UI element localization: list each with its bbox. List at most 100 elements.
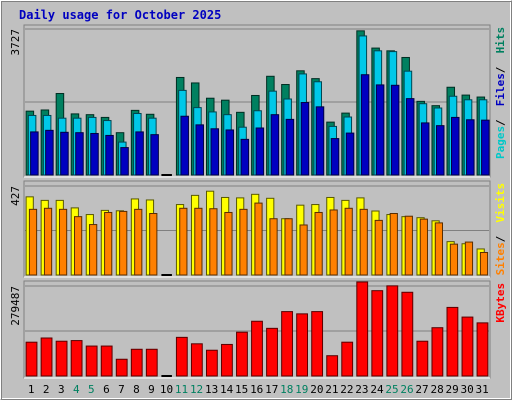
panel-visits-sites: 427 Sites / Visits xyxy=(9,180,507,278)
bar-pages-day-28 xyxy=(435,125,445,176)
bar-sites-day-16 xyxy=(254,202,263,276)
bar-kbytes-day-9 xyxy=(145,348,158,377)
bar-pages-day-5 xyxy=(90,132,99,176)
bar-kbytes-day-4 xyxy=(70,340,83,377)
bar-kbytes-day-15 xyxy=(236,331,248,377)
bar-pages-day-21 xyxy=(330,138,340,176)
y-axis-max-label: 427 xyxy=(9,186,22,206)
bar-sites-day-11 xyxy=(179,207,188,276)
bar-kbytes-day-12 xyxy=(190,343,203,377)
x-tick-label-day-5: 5 xyxy=(88,383,95,396)
bar-pages-day-6 xyxy=(105,134,114,176)
bar-visits-day-10 xyxy=(161,274,172,276)
legend-visits: Visits xyxy=(494,183,507,223)
bar-pages-day-23 xyxy=(360,74,370,176)
bar-pages-day-24 xyxy=(375,84,385,176)
bar-sites-day-12 xyxy=(194,207,203,276)
x-tick-label-day-30: 30 xyxy=(461,383,474,396)
bar-pages-day-4 xyxy=(75,132,84,176)
x-tick-label-day-1: 1 xyxy=(28,383,35,396)
bar-kbytes-day-31 xyxy=(476,322,489,377)
bar-pages-day-19 xyxy=(300,102,310,176)
bar-kbytes-day-13 xyxy=(205,349,218,377)
bar-hits-day-10 xyxy=(161,174,172,176)
bar-kbytes-day-11 xyxy=(175,336,188,377)
bar-pages-day-29 xyxy=(451,116,460,176)
bar-pages-day-13 xyxy=(210,128,220,176)
legend-separator: / xyxy=(494,235,507,242)
legend-pages: Pages xyxy=(494,126,507,159)
bar-pages-day-11 xyxy=(180,115,189,176)
bar-kbytes-day-22 xyxy=(341,341,354,377)
x-tick-label-day-10: 10 xyxy=(160,383,173,396)
bar-kbytes-day-3 xyxy=(55,340,68,377)
bar-sites-day-13 xyxy=(209,208,218,276)
x-tick-label-day-25: 25 xyxy=(385,383,398,396)
legend-hits: Hits xyxy=(494,27,507,54)
x-tick-label-day-29: 29 xyxy=(445,383,458,396)
bar-pages-day-9 xyxy=(150,134,159,176)
bar-sites-day-31 xyxy=(479,251,489,276)
x-tick-label-day-24: 24 xyxy=(370,383,384,396)
bar-sites-day-24 xyxy=(374,219,383,276)
bar-pages-day-12 xyxy=(195,124,204,176)
bar-kbytes-day-14 xyxy=(221,343,233,377)
bar-sites-day-15 xyxy=(239,208,248,276)
bar-pages-day-27 xyxy=(420,122,430,176)
bar-sites-day-5 xyxy=(89,224,98,276)
bar-pages-day-7 xyxy=(120,147,129,176)
x-axis-tick-labels: 1 2 3 4 5 6 7 8 9 10 11 12 13 14 15 16 17 18 19 20 21 22 23 24 2… xyxy=(28,383,489,396)
bar-kbytes-day-7 xyxy=(115,358,128,377)
bar-sites-day-9 xyxy=(149,213,158,276)
bar-kbytes-day-19 xyxy=(296,313,309,377)
bar-sites-day-20 xyxy=(314,211,323,276)
bar-sites-day-4 xyxy=(74,216,83,276)
bar-kbytes-day-18 xyxy=(281,311,293,377)
bar-sites-day-21 xyxy=(329,209,338,276)
bar-kbytes-day-24 xyxy=(371,290,384,377)
x-tick-label-day-14: 14 xyxy=(220,383,234,396)
bar-kbytes-day-30 xyxy=(461,316,474,377)
bar-kbytes-day-21 xyxy=(326,355,339,377)
y-axis-max-label: 279487 xyxy=(9,286,22,326)
x-tick-label-day-13: 13 xyxy=(205,383,218,396)
x-tick-label-day-16: 16 xyxy=(250,383,263,396)
chart-title: Daily usage for October 2025 xyxy=(19,8,221,22)
bar-pages-day-3 xyxy=(60,131,69,176)
bar-sites-day-1 xyxy=(28,208,38,276)
bar-pages-day-14 xyxy=(225,129,235,176)
x-tick-label-day-12: 12 xyxy=(190,383,203,396)
legend-files: Files xyxy=(494,73,507,106)
bar-pages-day-26 xyxy=(405,98,415,176)
x-tick-label-day-2: 2 xyxy=(43,383,50,396)
bar-sites-day-2 xyxy=(43,207,53,276)
bar-pages-day-25 xyxy=(390,84,400,176)
bar-sites-day-14 xyxy=(224,211,233,276)
bar-pages-day-8 xyxy=(135,131,144,176)
x-tick-label-day-17: 17 xyxy=(265,383,278,396)
x-tick-label-day-7: 7 xyxy=(118,383,125,396)
bar-pages-day-20 xyxy=(315,106,325,176)
bar-sites-day-8 xyxy=(134,208,143,276)
bar-kbytes-day-16 xyxy=(251,320,263,377)
x-tick-label-day-8: 8 xyxy=(133,383,140,396)
x-tick-label-day-6: 6 xyxy=(103,383,110,396)
bar-sites-day-22 xyxy=(344,207,353,276)
x-tick-label-day-27: 27 xyxy=(415,383,428,396)
bar-kbytes-day-10 xyxy=(161,375,172,377)
legend-kbytes: KBytes xyxy=(494,283,507,323)
bar-sites-day-28 xyxy=(434,222,443,276)
bar-pages-day-2 xyxy=(45,129,54,176)
bar-kbytes-day-20 xyxy=(311,311,324,377)
x-tick-label-day-9: 9 xyxy=(148,383,155,396)
x-tick-label-day-28: 28 xyxy=(430,383,443,396)
bar-sites-day-7 xyxy=(119,210,128,276)
y-axis-max-label: 3727 xyxy=(9,29,22,56)
bar-pages-day-16 xyxy=(255,127,265,176)
x-tick-label-day-22: 22 xyxy=(340,383,353,396)
bar-pages-day-15 xyxy=(240,138,250,176)
bar-pages-day-30 xyxy=(466,119,475,176)
